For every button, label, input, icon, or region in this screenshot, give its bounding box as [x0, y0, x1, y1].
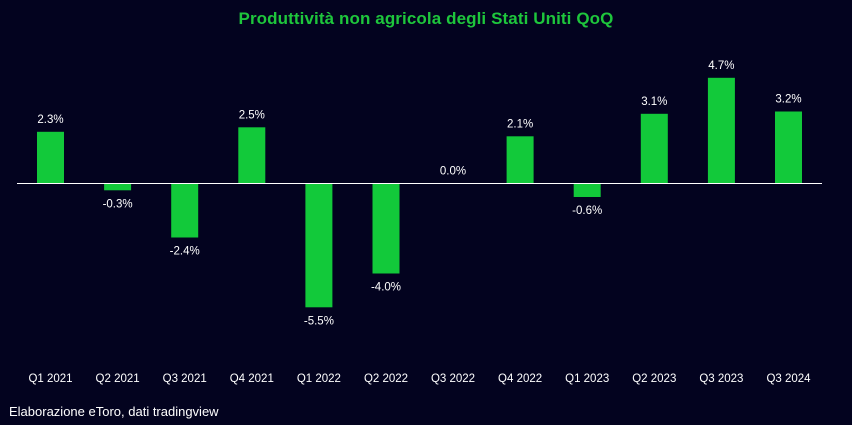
- x-tick-label-q2-2022: Q2 2022: [364, 373, 408, 385]
- bar-q3-2021: [171, 183, 199, 238]
- bar-q2-2022: [372, 183, 400, 274]
- data-label-q3-2023: 4.7%: [708, 60, 734, 72]
- x-tick-label-q3-2024: Q3 2024: [766, 373, 811, 385]
- bar-q3-2023: [707, 77, 735, 184]
- bar-q1-2023: [573, 183, 601, 197]
- x-tick-labels-group: Q1 2021 Q2 2021 Q3 2021 Q4 2021 Q1 2022 Q2 20…: [28, 373, 811, 385]
- bar-q2-2023: [640, 113, 668, 184]
- data-label-q1-2023: -0.6%: [572, 205, 602, 217]
- data-label-q2-2021: -0.3%: [103, 198, 133, 210]
- data-label-q1-2022: -5.5%: [304, 315, 334, 327]
- x-tick-label-q2-2023: Q2 2023: [632, 373, 676, 385]
- data-label-q4-2021: 2.5%: [239, 109, 265, 121]
- data-label-q2-2023: 3.1%: [641, 96, 667, 108]
- x-tick-label-q1-2022: Q1 2022: [297, 373, 341, 385]
- x-tick-label-q4-2022: Q4 2022: [498, 373, 542, 385]
- bar-q3-2024: [775, 111, 802, 184]
- bars-group: [37, 77, 802, 308]
- data-label-q2-2022: -4.0%: [371, 282, 401, 294]
- x-tick-label-q3-2023: Q3 2023: [699, 373, 743, 385]
- source-note: Elaborazione eToro, dati tradingview: [9, 404, 219, 419]
- x-tick-label-q1-2021: Q1 2021: [28, 373, 72, 385]
- chart-title: Produttività non agricola degli Stati Un…: [238, 9, 614, 28]
- data-labels-group: 2.3% -0.3% -2.4% 2.5% -5.5% -4.0% 0.0% 2.1% -0.6…: [37, 60, 801, 327]
- x-tick-label-q3-2021: Q3 2021: [163, 373, 207, 385]
- data-label-q4-2022: 2.1%: [507, 118, 533, 130]
- bar-q2-2021: [104, 183, 132, 191]
- x-tick-label-q3-2022: Q3 2022: [431, 373, 475, 385]
- bar-q1-2022: [305, 183, 333, 308]
- x-tick-label-q2-2021: Q2 2021: [96, 373, 140, 385]
- x-tick-label-q1-2023: Q1 2023: [565, 373, 609, 385]
- data-label-q1-2021: 2.3%: [37, 114, 63, 126]
- data-label-q3-2022: 0.0%: [440, 166, 466, 178]
- x-tick-label-q4-2021: Q4 2021: [230, 373, 274, 385]
- bar-q1-2021: [37, 131, 64, 184]
- bar-q4-2021: [238, 127, 266, 184]
- bar-q4-2022: [506, 136, 534, 184]
- data-label-q3-2024: 3.2%: [775, 94, 801, 106]
- data-label-q3-2021: -2.4%: [170, 246, 200, 258]
